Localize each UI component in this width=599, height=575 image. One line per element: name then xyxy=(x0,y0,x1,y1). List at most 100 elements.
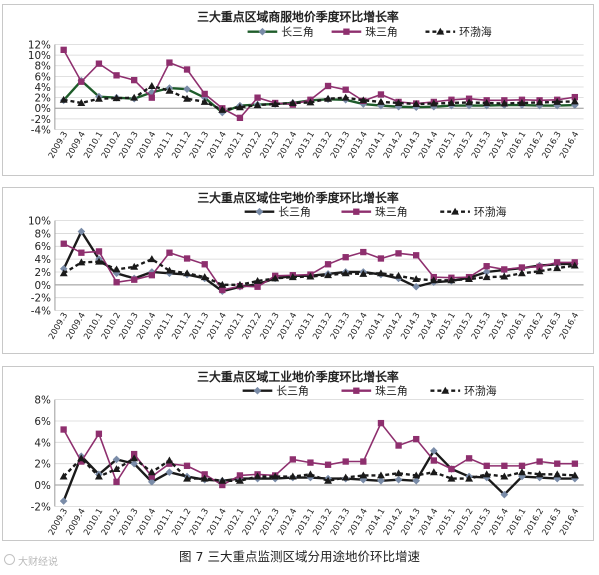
data-point xyxy=(165,468,174,477)
data-point xyxy=(183,94,192,102)
data-point xyxy=(500,490,509,499)
data-point xyxy=(307,459,314,466)
data-point xyxy=(377,419,385,427)
data-point xyxy=(501,462,508,469)
series-line xyxy=(62,229,575,293)
data-point xyxy=(165,86,174,94)
data-point xyxy=(165,456,174,464)
data-point xyxy=(360,248,367,256)
data-point xyxy=(430,457,438,464)
legend-label: 珠三角 xyxy=(365,25,398,39)
data-point xyxy=(288,99,297,106)
data-point xyxy=(236,280,244,288)
data-point xyxy=(77,99,86,106)
data-point xyxy=(78,249,85,256)
watermark-logo-icon xyxy=(4,554,15,565)
data-point xyxy=(95,248,103,255)
series-line xyxy=(62,49,575,119)
data-point xyxy=(183,462,191,469)
y-tick-label: 0% xyxy=(34,103,51,115)
legend-marker xyxy=(343,28,350,35)
data-point xyxy=(341,93,350,101)
data-point xyxy=(289,456,296,463)
data-point xyxy=(94,94,103,102)
data-point xyxy=(412,252,420,259)
data-point xyxy=(200,97,209,105)
data-point xyxy=(271,472,280,480)
y-tick-label: 8% xyxy=(34,395,51,407)
data-point xyxy=(500,99,509,107)
data-point xyxy=(359,269,368,277)
data-point xyxy=(148,272,156,279)
data-point xyxy=(518,468,526,476)
data-point xyxy=(536,263,543,271)
data-point xyxy=(183,255,191,262)
data-point xyxy=(324,94,333,102)
chart-svg: 三大重点区域商服地价季度环比增长率-4%-2%0%2%4%6%8%10%12%2… xyxy=(28,10,584,160)
data-point xyxy=(218,476,227,484)
data-point xyxy=(77,454,86,462)
data-point xyxy=(77,227,86,236)
data-point xyxy=(271,100,280,107)
data-point xyxy=(112,265,121,273)
data-point xyxy=(535,470,544,478)
data-point xyxy=(95,257,103,265)
legend-item: 珠三角 xyxy=(341,205,408,219)
data-point xyxy=(324,461,332,468)
data-point xyxy=(77,258,86,266)
data-point xyxy=(553,259,561,266)
data-point xyxy=(324,261,332,268)
data-point xyxy=(395,442,402,449)
y-tick-label: 6% xyxy=(34,416,51,428)
series-line xyxy=(63,243,575,291)
y-tick-label: -2% xyxy=(31,114,51,126)
series-2 xyxy=(60,419,579,489)
series-line xyxy=(62,448,575,502)
legend-label: 环渤海 xyxy=(459,25,492,39)
y-tick-label: 6% xyxy=(34,71,51,83)
data-point xyxy=(429,468,438,476)
legend-label: 珠三角 xyxy=(375,384,408,398)
data-point xyxy=(147,255,156,263)
data-point xyxy=(130,450,138,458)
data-point xyxy=(570,261,579,269)
data-point xyxy=(553,97,562,105)
data-point xyxy=(131,276,138,283)
legend-marker xyxy=(436,27,445,35)
data-point xyxy=(288,273,297,281)
data-point xyxy=(447,276,456,284)
data-point xyxy=(359,471,368,479)
data-point xyxy=(112,94,121,102)
y-tick-label: 2% xyxy=(34,459,51,471)
data-point xyxy=(148,94,155,101)
legend-marker xyxy=(258,27,267,36)
data-point xyxy=(59,95,68,103)
data-point xyxy=(235,476,244,484)
legend-label: 环渤海 xyxy=(474,205,507,219)
chart-svg: 三大重点区域工业地价季度环比增长率-2%0%2%4%6%8%2009.32009… xyxy=(31,370,584,537)
data-point xyxy=(306,98,315,106)
data-point xyxy=(500,472,509,480)
series-3 xyxy=(59,255,579,288)
data-point xyxy=(147,477,156,486)
data-point xyxy=(218,105,227,113)
data-point xyxy=(394,99,403,106)
y-tick-label: 2% xyxy=(34,93,51,105)
data-point xyxy=(394,271,403,279)
data-point xyxy=(200,273,209,281)
data-point xyxy=(253,472,262,480)
y-tick-label: 10% xyxy=(28,50,51,62)
data-point xyxy=(112,465,121,472)
data-point xyxy=(360,458,367,465)
data-point xyxy=(554,460,561,467)
data-point xyxy=(236,472,244,479)
data-point xyxy=(131,76,138,84)
data-point xyxy=(448,465,455,473)
legend-label: 长三角 xyxy=(281,26,314,39)
legend-item: 珠三角 xyxy=(331,25,398,39)
data-point xyxy=(60,426,67,433)
data-point xyxy=(130,93,139,101)
data-point xyxy=(536,458,543,465)
data-point xyxy=(130,454,139,462)
data-point xyxy=(535,98,544,106)
